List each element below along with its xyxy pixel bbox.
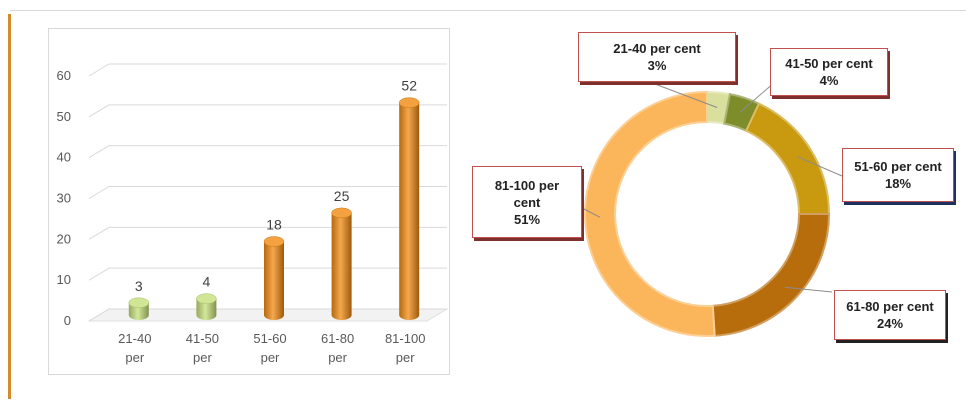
- callout-51-60: 51-60 per cent 18%: [842, 148, 954, 202]
- bar-2: [263, 236, 285, 320]
- y-tick-label: 60: [57, 68, 71, 83]
- y-tick-label: 50: [57, 109, 71, 124]
- bar-cap: [398, 97, 420, 108]
- x-tick-label: 51-60: [253, 331, 286, 346]
- donut-slice-3: [711, 213, 831, 337]
- x-tick-label-line2: per: [328, 350, 347, 365]
- leader-line: [739, 81, 776, 113]
- data-label: 3: [135, 278, 143, 294]
- bar-1: [196, 293, 217, 320]
- callout-81-100: 81-100 per cent 51%: [472, 166, 582, 238]
- callout-percent: 3%: [647, 58, 667, 73]
- bar-3: [331, 207, 352, 320]
- donut-slice-4: [583, 90, 716, 337]
- gridline-depth: [88, 308, 110, 322]
- bar-chart-panel: 0 10 20 30 40 50 60 3 21-40 per 4 41-50 per 18 51-60 pe…: [48, 28, 450, 375]
- x-tick-label-line2: per: [261, 350, 280, 365]
- data-label: 4: [203, 274, 211, 290]
- callout-percent: 18%: [884, 176, 912, 191]
- data-label: 25: [334, 188, 350, 204]
- x-tick-label-line2: per: [396, 350, 415, 365]
- bar-0: [128, 297, 150, 320]
- data-label: 52: [401, 78, 417, 94]
- bar-chart: 0 10 20 30 40 50 60 3 21-40 per 4 41-50 per 18 51-60 pe…: [57, 63, 449, 365]
- callout-label: 41-50 per cent: [785, 56, 873, 71]
- leader-line: [654, 83, 718, 108]
- callout-label-line2: cent: [513, 194, 541, 210]
- leader-line: [581, 207, 601, 218]
- callout-label: 51-60 per cent: [854, 159, 942, 174]
- bar-cap: [331, 207, 352, 219]
- y-tick-label: 0: [64, 313, 71, 328]
- callout-61-80: 61-80 per cent 24%: [834, 290, 946, 340]
- donut-chart: [581, 81, 843, 337]
- bar-cap: [128, 297, 150, 308]
- callout-percent: 4%: [819, 73, 839, 88]
- gridline-depth: [88, 104, 110, 118]
- gridline-depth: [88, 267, 110, 281]
- y-tick-label: 10: [57, 272, 71, 287]
- bar-body: [331, 212, 352, 320]
- y-tick-label: 20: [57, 231, 71, 246]
- callout-percent: 51%: [513, 211, 541, 227]
- gridline-depth: [88, 186, 110, 199]
- x-tick-label: 21-40: [118, 331, 151, 346]
- callout-label: 61-80 per cent: [846, 299, 934, 314]
- left-accent-bar: [8, 14, 11, 399]
- bar-body: [264, 241, 284, 320]
- x-tick-label: 81-100: [385, 331, 425, 346]
- bar-body: [399, 102, 420, 321]
- callout-41-50: 41-50 per cent 4%: [770, 48, 888, 96]
- top-rule: [10, 10, 966, 11]
- donut-slice-2: [744, 102, 831, 215]
- callout-label: 21-40 per cent: [613, 41, 701, 56]
- bar-4: [398, 97, 420, 321]
- y-tick-label: 30: [57, 191, 71, 206]
- leader-line: [797, 156, 843, 177]
- gridline-depth: [88, 145, 110, 159]
- data-label: 18: [266, 217, 282, 233]
- x-tick-label: 41-50: [186, 331, 219, 346]
- gridline-depth: [88, 63, 110, 77]
- y-tick-label: 40: [57, 150, 71, 165]
- callout-percent: 24%: [876, 316, 904, 331]
- bar-body: [196, 298, 217, 320]
- callout-21-40: 21-40 per cent 3%: [578, 32, 736, 82]
- bar-cap: [196, 293, 217, 304]
- x-tick-label-line2: per: [193, 350, 212, 365]
- bar-cap: [263, 236, 285, 247]
- x-tick-label-line2: per: [125, 350, 144, 365]
- x-tick-label: 61-80: [321, 331, 354, 346]
- gridline-depth: [88, 226, 110, 240]
- callout-label: 81-100 per: [494, 177, 560, 193]
- leader-line: [784, 286, 833, 293]
